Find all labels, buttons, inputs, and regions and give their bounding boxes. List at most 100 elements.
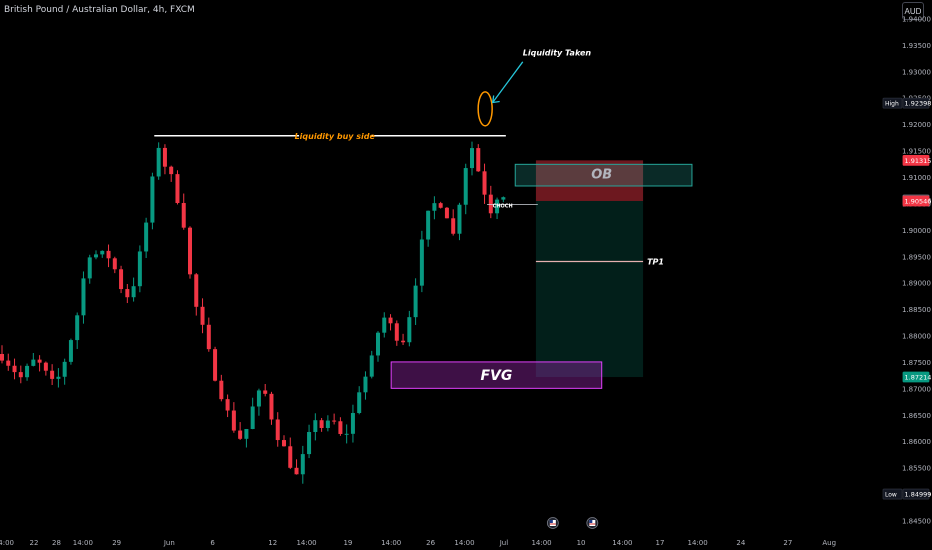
time-tick-label: 26 — [426, 539, 435, 547]
candle-body — [501, 197, 506, 200]
candle-body — [482, 171, 487, 195]
candle-body — [419, 239, 424, 286]
price-tick-label: 1.93500 — [902, 42, 931, 50]
candle-body — [269, 393, 274, 420]
events-layer[interactable] — [546, 517, 599, 529]
stop-zone[interactable] — [535, 160, 644, 201]
candle-body — [438, 203, 443, 208]
time-tick-label: Jul — [499, 539, 509, 547]
time-axis[interactable]: 14:00 22 28 14:00 29 Jun 6 12 14:00 19 14:00 26 14:0… — [0, 539, 836, 547]
candle-body — [37, 359, 42, 363]
candle-body — [300, 454, 305, 475]
time-tick-label: 14:00 — [454, 539, 474, 547]
candle-body — [150, 176, 155, 223]
candles-layer — [0, 141, 506, 484]
price-label-high[interactable] — [902, 97, 930, 109]
candle-body — [256, 390, 261, 407]
time-tick-label: 14:00 — [0, 539, 14, 547]
price-tick-label: 1.91500 — [902, 148, 931, 156]
time-tick-label: 27 — [783, 539, 792, 547]
time-tick-label: 17 — [656, 539, 665, 547]
candle-body — [119, 269, 124, 290]
candle-body — [325, 420, 330, 428]
price-label-high-value: 1.92398 — [905, 100, 932, 108]
candle-body — [43, 362, 48, 371]
candle-body — [463, 168, 468, 205]
price-axis[interactable]: 1.940001.935001.930001.925001.920001.915… — [882, 15, 932, 525]
price-label-low-tag — [882, 488, 903, 500]
candle-body — [144, 222, 149, 252]
candle-body — [231, 410, 236, 431]
candle-body — [62, 361, 67, 377]
time-tick-label: 14:00 — [381, 539, 401, 547]
candle-body — [282, 440, 286, 447]
candle-body — [206, 324, 211, 350]
price-label-ob-top-value: 1.91315 — [905, 157, 932, 165]
symbol-title: British Pound / Australian Dollar, 4h, F… — [4, 5, 195, 15]
price-tick-label: 1.91000 — [902, 174, 931, 182]
time-tick-label: 12 — [268, 539, 277, 547]
candle-body — [388, 317, 393, 324]
time-tick-label: 19 — [343, 539, 352, 547]
candle-body — [357, 392, 362, 414]
price-label-ob-top[interactable] — [902, 154, 930, 166]
price-label-high-prefix: High — [885, 101, 899, 108]
ob-label: OB — [591, 167, 612, 182]
candle-body — [181, 203, 186, 228]
candle-body — [106, 250, 111, 259]
candle-body — [313, 420, 318, 433]
price-tick-label: 1.94000 — [902, 15, 931, 23]
profit-zone[interactable] — [535, 200, 644, 378]
candle-body — [426, 210, 431, 240]
time-tick-label: 14:00 — [73, 539, 93, 547]
price-label-target-value: 1.87214 — [905, 374, 932, 382]
candle-body — [363, 376, 368, 393]
candle-body — [457, 204, 462, 234]
time-tick-label: 29 — [112, 539, 121, 547]
candle-body — [495, 199, 500, 214]
price-label-low-prefix: Low — [885, 492, 897, 499]
candle-body — [444, 207, 449, 219]
candle-body — [319, 420, 324, 428]
candle-body — [432, 203, 437, 211]
candle-body — [451, 218, 456, 234]
candle-body — [288, 446, 293, 468]
event-flag-icon[interactable] — [586, 517, 599, 529]
candle-body — [470, 148, 474, 169]
candle-body — [369, 355, 374, 377]
ob-box[interactable] — [514, 163, 693, 187]
candle-body — [125, 289, 130, 298]
candle-body — [175, 174, 180, 204]
currency-button[interactable]: AUD — [902, 2, 924, 20]
candle-body — [263, 390, 268, 394]
price-tick-label: 1.90000 — [902, 227, 931, 235]
liquidity-arrow-icon — [492, 61, 524, 103]
price-label-stop[interactable] — [902, 195, 930, 207]
price-label-low[interactable] — [902, 488, 930, 500]
candle-body — [350, 413, 355, 434]
candle-body — [488, 194, 493, 214]
price-tick-label: 1.87500 — [902, 359, 931, 367]
time-tick-label: 22 — [29, 539, 38, 547]
time-tick-label: 24 — [736, 539, 745, 547]
price-label-target[interactable] — [902, 371, 930, 383]
annotations-layer: Liquidity buy side Liquidity Taken OB TP… — [154, 48, 664, 384]
candle-body — [169, 166, 174, 175]
time-tick-label: 14:00 — [688, 539, 708, 547]
time-tick-label: 14:00 — [612, 539, 632, 547]
candle-body — [18, 372, 23, 378]
candle-body — [6, 360, 11, 366]
time-tick-label: 6 — [210, 539, 215, 547]
price-tick-label: 1.89500 — [902, 253, 931, 261]
event-flag-icon[interactable] — [546, 517, 559, 529]
fvg-box[interactable] — [390, 361, 603, 389]
candle-body — [394, 323, 399, 341]
price-tick-label: 1.89000 — [902, 280, 931, 288]
candle-body — [0, 354, 4, 361]
price-tick-label: 1.84500 — [902, 517, 931, 525]
tp1-label: TP1 — [647, 258, 664, 267]
liquidity-taken-label: Liquidity Taken — [523, 48, 592, 57]
liquidity-buy-side-label: Liquidity buy side — [295, 132, 376, 141]
candle-body — [244, 428, 249, 439]
